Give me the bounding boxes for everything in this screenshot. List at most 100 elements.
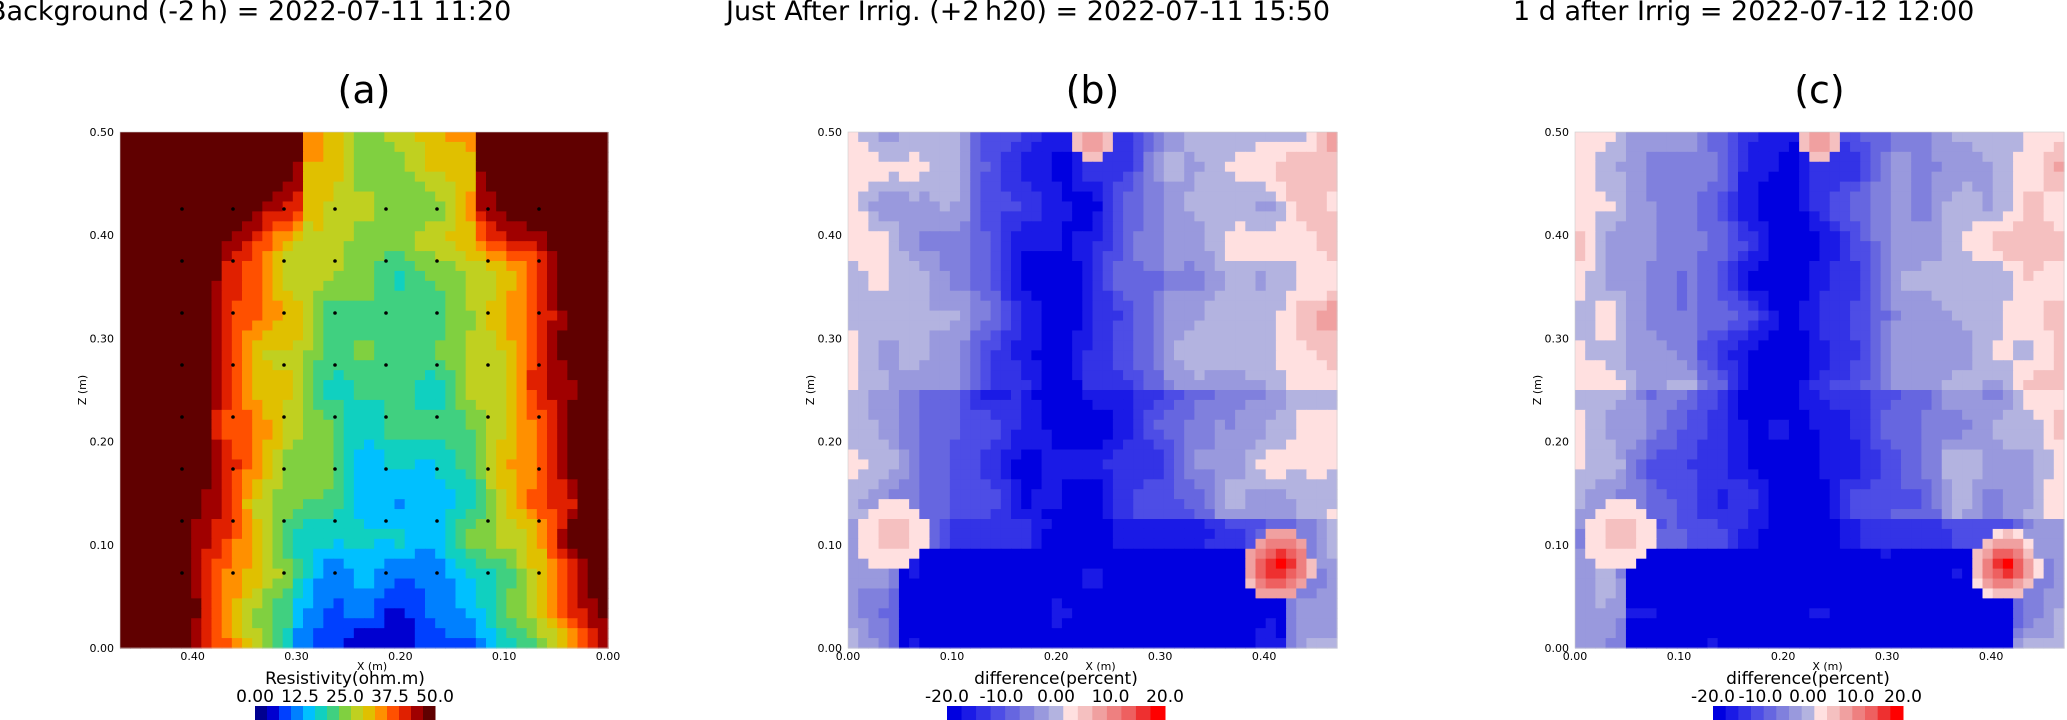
- colorbar-swatch: [399, 706, 412, 720]
- heatmap-cell: [211, 499, 223, 510]
- heatmap-cell: [130, 509, 141, 520]
- heatmap-cell: [1265, 509, 1277, 520]
- heatmap-cell: [201, 528, 213, 540]
- heatmap-cell: [272, 618, 284, 629]
- heatmap-cell: [1011, 548, 1022, 560]
- heatmap-cell: [303, 598, 314, 609]
- heatmap-cell: [1214, 528, 1226, 540]
- heatmap-cell: [1184, 300, 1195, 312]
- heatmap-cell: [120, 350, 131, 361]
- heatmap-cell: [303, 141, 314, 153]
- heatmap-cell: [1133, 141, 1145, 153]
- heatmap-cell: [496, 360, 507, 371]
- heatmap-cell: [170, 390, 182, 401]
- heatmap-cell: [1204, 350, 1216, 361]
- heatmap-cell: [1143, 171, 1155, 183]
- heatmap-cell: [909, 548, 920, 560]
- heatmap-cell: [150, 261, 162, 272]
- heatmap-cell: [1163, 211, 1175, 222]
- heatmap-cell: [140, 509, 152, 520]
- heatmap-cell: [1133, 161, 1145, 173]
- heatmap-cell: [384, 171, 396, 183]
- heatmap-cell: [496, 638, 507, 649]
- heatmap-cell: [949, 350, 961, 361]
- heatmap-cell: [858, 509, 869, 520]
- heatmap-cell: [130, 340, 141, 351]
- heatmap-cell: [949, 231, 961, 242]
- electrode-dots: [180, 207, 541, 575]
- heatmap-cell: [1286, 320, 1297, 332]
- heatmap-cell: [949, 380, 961, 391]
- heatmap-cell: [364, 459, 375, 470]
- heatmap-cell: [848, 618, 859, 629]
- heatmap-cell: [868, 469, 880, 480]
- heatmap-cell: [140, 280, 152, 292]
- heatmap-cell: [384, 270, 396, 282]
- heatmap-cell: [201, 151, 213, 163]
- heatmap-cell: [404, 618, 416, 629]
- heatmap-cell: [1286, 300, 1297, 312]
- heatmap-cell: [516, 439, 528, 451]
- heatmap-cell: [140, 528, 152, 540]
- heatmap-cell: [323, 409, 335, 421]
- heatmap-cell: [1143, 578, 1155, 590]
- heatmap-cell: [211, 181, 223, 193]
- heatmap-cell: [282, 270, 294, 282]
- heatmap-cell: [201, 270, 213, 282]
- heatmap-cell: [848, 419, 859, 431]
- heatmap-cell: [374, 340, 385, 351]
- heatmap-cell: [435, 528, 446, 540]
- heatmap-cell: [333, 499, 345, 510]
- heatmap-cell: [120, 469, 131, 480]
- heatmap-cell: [262, 161, 274, 173]
- heatmap-cell: [567, 568, 579, 580]
- heatmap-cell: [1255, 300, 1267, 312]
- heatmap-cell: [898, 548, 910, 560]
- heatmap-cell: [221, 509, 233, 520]
- heatmap-cell: [181, 350, 192, 361]
- heatmap-cell: [1031, 409, 1043, 421]
- heatmap-cell: [919, 548, 931, 560]
- heatmap-cell: [1306, 211, 1318, 222]
- heatmap-cell: [557, 608, 568, 619]
- heatmap-cell: [980, 449, 992, 461]
- heatmap-cell: [425, 171, 436, 183]
- heatmap-cell: [181, 340, 192, 351]
- heatmap-cell: [1194, 588, 1206, 599]
- heatmap-cell: [536, 191, 548, 203]
- heatmap-cell: [455, 370, 467, 381]
- heatmap-cell: [323, 171, 335, 183]
- heatmap-cell: [1000, 399, 1012, 411]
- heatmap-cell: [323, 479, 335, 490]
- heatmap-cell: [597, 469, 609, 480]
- heatmap-cell: [506, 141, 518, 153]
- heatmap-cell: [364, 538, 375, 550]
- heatmap-cell: [262, 419, 274, 431]
- heatmap-cell: [170, 360, 182, 371]
- heatmap-cell: [858, 439, 869, 451]
- heatmap-cell: [303, 459, 314, 470]
- heatmap-cell: [1021, 201, 1032, 212]
- heatmap-cell: [1296, 528, 1308, 540]
- heatmap-cell: [455, 330, 467, 341]
- heatmap-cell: [435, 489, 446, 500]
- heatmap-cell: [343, 261, 355, 272]
- heatmap-cell: [1163, 558, 1175, 570]
- heatmap-cell: [939, 399, 951, 411]
- heatmap-cell: [211, 310, 223, 322]
- heatmap-cell: [1082, 618, 1094, 629]
- heatmap-cell: [960, 370, 971, 381]
- heatmap-cell: [1204, 221, 1216, 232]
- heatmap-cell: [1184, 519, 1195, 530]
- heatmap-cell: [1255, 568, 1267, 580]
- heatmap-cell: [221, 528, 233, 540]
- heatmap-cell: [577, 608, 589, 619]
- heatmap-cell: [1194, 528, 1206, 540]
- heatmap-cell: [526, 151, 538, 163]
- heatmap-cell: [242, 251, 253, 262]
- heatmap-cell: [262, 409, 274, 421]
- heatmap-cell: [949, 270, 961, 282]
- heatmap-cell: [496, 528, 507, 540]
- heatmap-cell: [919, 469, 931, 480]
- heatmap-cell: [909, 419, 920, 431]
